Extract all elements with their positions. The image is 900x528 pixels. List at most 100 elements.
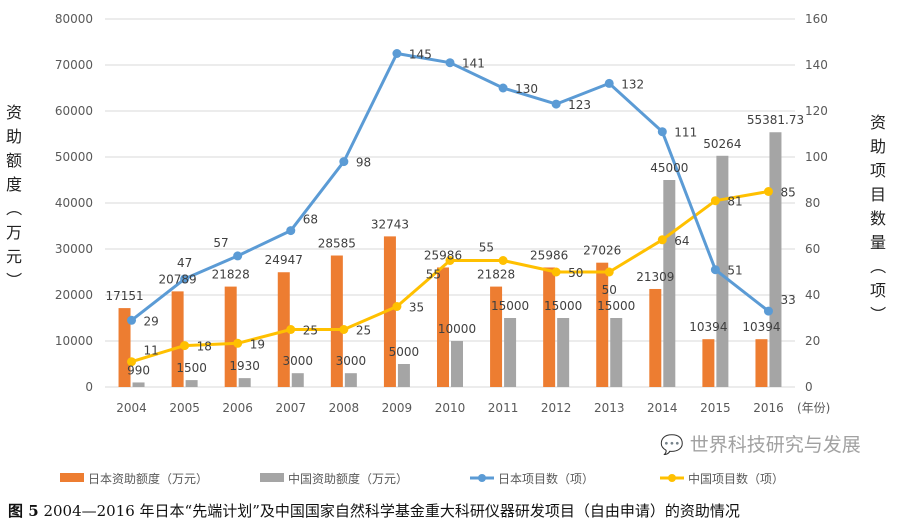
x-unit-label: (年份) (797, 401, 830, 415)
legend-marker (478, 474, 486, 482)
data-label-japan-funding: 32743 (371, 217, 409, 231)
figure-caption: 图 5 2004—2016 年日本“先端计划”及中国国家自然科学基金重大科研仪器… (8, 500, 740, 521)
right-tick-label: 20 (805, 334, 820, 348)
right-tick-label: 40 (805, 288, 820, 302)
data-label-japan-projects: 51 (727, 264, 742, 278)
watermark-text: 世界科技研究与发展 (689, 434, 861, 456)
x-tick-label: 2012 (541, 401, 572, 415)
point-china-projects (445, 256, 455, 265)
data-label-japan-projects: 141 (462, 57, 485, 71)
right-tick-label: 120 (805, 104, 828, 118)
data-label-japan-projects: 98 (356, 156, 371, 170)
data-label-china-funding: 3000 (282, 354, 313, 368)
x-tick-label: 2015 (700, 401, 731, 415)
right-axis-title: ） (868, 306, 887, 322)
right-tick-label: 60 (805, 242, 820, 256)
data-label-china-projects: 18 (197, 340, 212, 354)
data-label-china-projects: 50 (602, 283, 617, 297)
left-axis-title: （ (4, 200, 23, 216)
right-tick-label: 140 (805, 58, 828, 72)
right-axis-title: 目 (870, 185, 886, 204)
right-axis-title: （ (868, 258, 887, 274)
data-label-china-projects: 64 (674, 234, 689, 248)
data-label-china-projects: 85 (780, 186, 795, 200)
bar-japan-funding (118, 308, 131, 387)
bar-china-funding (504, 318, 517, 387)
bar-japan-funding (596, 262, 609, 387)
data-label-japan-projects: 29 (144, 314, 159, 328)
bar-china-funding (451, 341, 463, 387)
data-label-china-projects: 55 (479, 241, 494, 255)
data-label-japan-funding: 10394 (689, 320, 727, 334)
point-japan-projects (286, 226, 296, 236)
x-tick-label: 2011 (488, 401, 519, 415)
x-tick-label: 2004 (116, 401, 147, 415)
left-axis-title: 万 (6, 223, 22, 242)
data-label-china-funding: 50264 (703, 137, 741, 151)
point-japan-projects (604, 78, 614, 88)
point-china-projects (233, 338, 243, 348)
bar-china-funding (769, 132, 782, 387)
bar-japan-funding (755, 339, 768, 387)
left-tick-label: 10000 (55, 334, 93, 348)
x-tick-label: 2005 (169, 401, 200, 415)
legend-swatch (260, 473, 284, 482)
bar-china-funding (557, 318, 570, 387)
bar-japan-funding (277, 272, 290, 387)
data-label-japan-funding: 21828 (477, 268, 515, 282)
point-japan-projects (498, 83, 508, 93)
right-axis-title: 量 (870, 233, 886, 252)
wechat-icon: 💬 (660, 434, 684, 456)
point-japan-projects (339, 157, 349, 167)
data-label-china-funding: 15000 (544, 299, 582, 313)
point-japan-projects (445, 58, 455, 68)
left-axis-title: 资 (6, 103, 22, 122)
bar-japan-funding (490, 286, 503, 387)
right-axis-title: 项 (870, 281, 886, 300)
data-label-china-funding: 45000 (650, 161, 688, 175)
data-label-china-projects: 50 (568, 266, 583, 280)
data-label-china-projects: 35 (409, 301, 424, 315)
legend-label: 日本资助额度（万元） (88, 471, 208, 486)
left-axis-title: 额 (6, 151, 22, 170)
data-label-japan-projects: 145 (409, 48, 432, 62)
left-axis-title: 助 (6, 127, 22, 146)
data-label-japan-funding: 21828 (212, 268, 250, 282)
data-label-china-funding: 3000 (336, 354, 367, 368)
right-axis-title: 助 (870, 137, 886, 156)
right-axis-title: 数 (870, 209, 886, 228)
bar-china-funding (185, 380, 198, 387)
data-label-china-projects: 55 (426, 268, 441, 282)
data-label-japan-projects: 130 (515, 82, 538, 96)
data-label-china-projects: 19 (250, 337, 265, 351)
point-japan-projects (657, 127, 667, 137)
bar-japan-funding (224, 286, 237, 387)
data-label-china-funding: 1930 (229, 359, 260, 373)
caption-text: 2004—2016 年日本“先端计划”及中国国家自然科学基金重大科研仪器研发项目… (38, 502, 740, 520)
point-japan-projects (233, 251, 243, 261)
x-tick-label: 2006 (222, 401, 253, 415)
data-label-japan-funding: 20789 (159, 272, 197, 286)
bar-china-funding (238, 378, 251, 387)
bar-china-funding (397, 364, 410, 387)
bar-japan-funding (543, 267, 556, 387)
left-tick-label: 50000 (55, 150, 93, 164)
left-tick-label: 30000 (55, 242, 93, 256)
point-china-projects (392, 302, 402, 311)
legend-label: 中国资助额度（万元） (288, 471, 408, 486)
data-label-japan-projects: 68 (303, 213, 318, 227)
x-tick-label: 2013 (594, 401, 625, 415)
right-tick-label: 80 (805, 196, 820, 210)
data-label-japan-funding: 27026 (583, 244, 621, 258)
point-japan-projects (710, 265, 720, 275)
point-china-projects (180, 341, 190, 351)
left-axis-title: 元 (6, 247, 22, 266)
left-tick-label: 80000 (55, 12, 93, 26)
right-axis-title: 项 (870, 161, 886, 180)
data-label-japan-projects: 57 (213, 236, 228, 250)
legend-label: 日本项目数（项） (498, 471, 594, 486)
right-axis-title: 资 (870, 113, 886, 132)
bar-china-funding (344, 373, 357, 387)
data-label-japan-projects: 111 (674, 126, 697, 140)
